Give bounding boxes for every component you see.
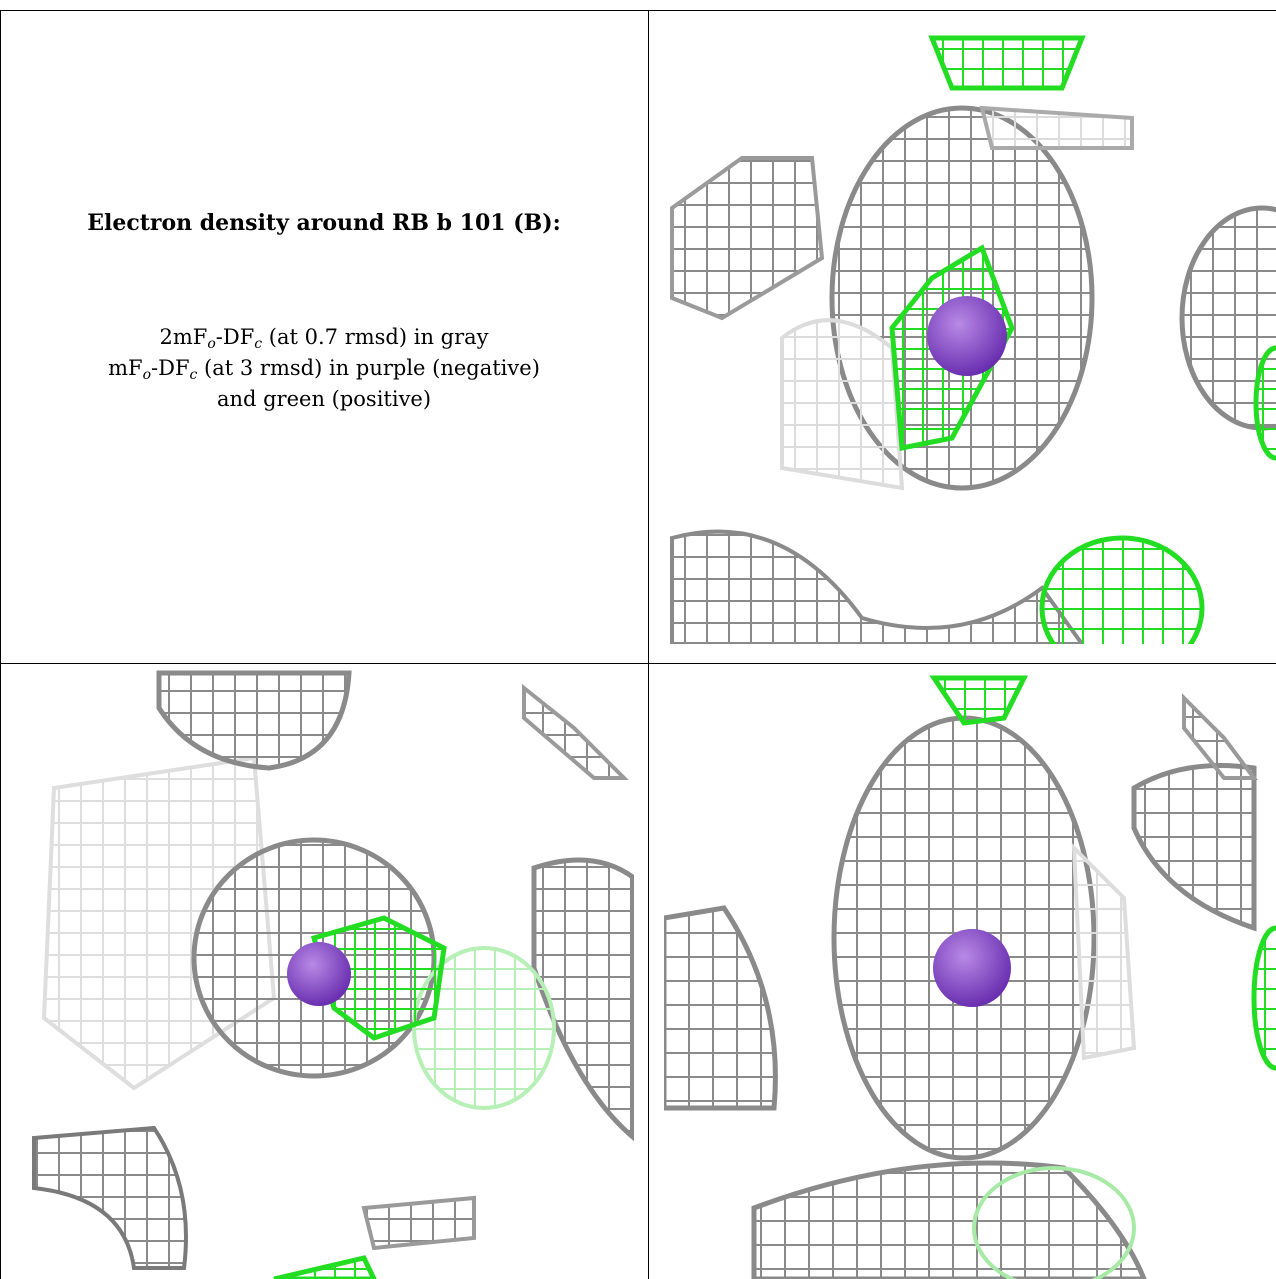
legend-line-colors: and green (positive)	[216, 387, 432, 411]
figure-table: Electron density around RB b 101 (B): 2m…	[0, 10, 1276, 1279]
caption-legend: 2mFo-DFc (at 0.7 rmsd) in gray mFo-DFc (…	[10, 322, 638, 415]
table-border-left	[0, 10, 1, 1279]
green-positive-mesh	[889, 35, 1276, 644]
rubidium-atom-sphere	[927, 296, 1007, 376]
density-view-top-right	[662, 28, 1276, 644]
legend-line-fo-dfc: mFo-DFc (at 3 rmsd) in purple (negative)	[108, 356, 540, 383]
table-divider-horizontal	[0, 663, 1276, 664]
caption-title: Electron density around RB b 101 (B):	[87, 210, 561, 236]
green-positive-mesh	[273, 915, 556, 1279]
green-positive-mesh	[929, 675, 1276, 1279]
density-view-bottom-right	[664, 668, 1276, 1279]
table-border-top	[0, 10, 1276, 11]
rubidium-atom-sphere	[933, 929, 1011, 1007]
rubidium-atom-sphere	[287, 942, 351, 1006]
legend-line-2fo-dfc: 2mFo-DFc (at 0.7 rmsd) in gray	[159, 325, 489, 352]
caption-cell: Electron density around RB b 101 (B): 2m…	[10, 10, 638, 662]
table-divider-vertical	[648, 10, 649, 1279]
density-view-bottom-left	[14, 668, 634, 1279]
